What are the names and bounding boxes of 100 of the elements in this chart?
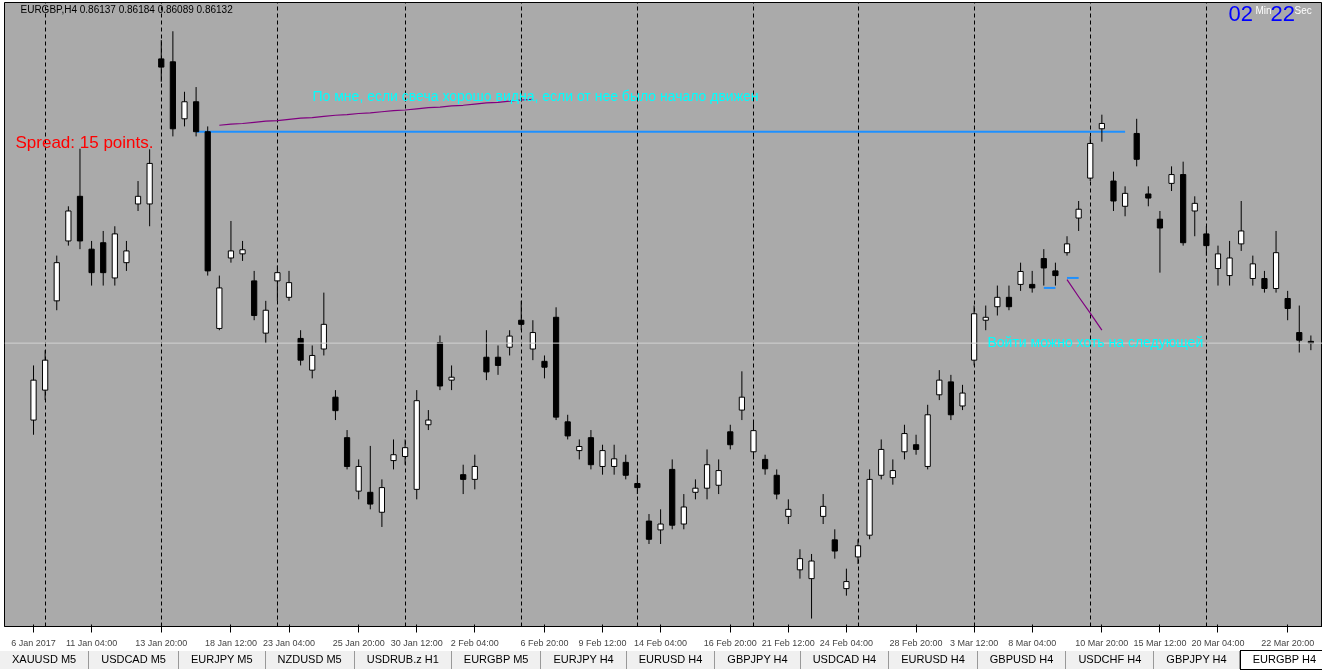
candlestick: [274, 265, 281, 302]
candlestick: [541, 354, 548, 379]
candlestick: [1249, 255, 1256, 287]
x-tick-label: 16 Feb 20:00: [703, 637, 757, 648]
candlestick: [402, 438, 409, 466]
text: EURJPY M5: [178, 651, 266, 669]
candlestick: [483, 329, 490, 381]
candlestick: [158, 39, 165, 83]
text: Sec: [1294, 5, 1312, 17]
candlestick: [297, 329, 304, 366]
candlestick: [285, 270, 293, 302]
candlestick: [1226, 240, 1233, 287]
x-tick-label: 6 Feb 20:00: [520, 637, 569, 648]
x-tick-label: 28 Feb 20:00: [889, 637, 943, 648]
annotation: По мне, если свеча хорошо видна, если от нее было начало движен: [312, 87, 759, 104]
text: EURGBP H4: [1239, 650, 1322, 670]
candlestick: [820, 493, 827, 525]
text: EURUSD H4: [626, 651, 716, 669]
text: USDCAD M5: [89, 651, 179, 669]
candlestick: [1040, 248, 1047, 287]
candlestick: [1063, 235, 1071, 257]
candlestick: [808, 553, 815, 620]
x-tick-label: 9 Feb 12:00: [578, 637, 627, 648]
candlestick: [123, 240, 130, 272]
candlestick: [1005, 285, 1013, 311]
annotation: Войти можно хоть на следующей: [987, 334, 1204, 351]
x-tick-label: 14 Feb 04:00: [634, 637, 688, 648]
candlestick: [1238, 200, 1245, 252]
candlestick: [982, 305, 989, 331]
candlestick: [262, 300, 269, 344]
candlestick: [494, 344, 502, 376]
candlestick: [390, 438, 397, 470]
x-tick-label: 3 Mar 12:00: [950, 637, 999, 648]
candlestick: [912, 434, 920, 456]
candlestick: [1284, 290, 1291, 321]
candlestick: [88, 240, 95, 287]
text: EURGBP M5: [451, 651, 542, 669]
x-tick-label: 6 Jan 2017: [11, 637, 56, 648]
candlestick: [692, 478, 699, 500]
candlestick: [1191, 195, 1198, 237]
candlestick: [901, 424, 908, 460]
candlestick: [1121, 185, 1129, 217]
candlestick: [134, 180, 142, 212]
candlestick: [564, 414, 571, 440]
candlestick: [738, 370, 745, 421]
text: 02: [1228, 1, 1253, 27]
candlestick: [831, 528, 838, 560]
candlestick: [843, 568, 850, 597]
candlestick: [332, 389, 339, 421]
candlestick: [611, 444, 618, 476]
annotation: Spread: 15 points.: [15, 133, 154, 153]
candlestick: [1156, 210, 1164, 274]
x-tick-label: 10 Mar 20:00: [1075, 637, 1129, 648]
candlestick: [1052, 262, 1059, 287]
candlestick: [1168, 165, 1175, 192]
candlestick: [309, 344, 316, 379]
text: USDCAD H4: [800, 651, 890, 669]
candlestick: [1017, 262, 1024, 292]
candlestick: [785, 498, 792, 525]
candlestick: [1214, 245, 1222, 287]
candlestick: [936, 369, 943, 401]
x-tick-label: 15 Mar 12:00: [1133, 637, 1187, 648]
candlestick: [680, 493, 687, 530]
candlestick: [1110, 171, 1117, 212]
text: EURJPY H4: [541, 651, 627, 669]
x-tick-label: 13 Jan 20:00: [135, 637, 188, 648]
candlestick: [1075, 200, 1082, 232]
candlestick: [1098, 114, 1105, 143]
x-tick-label: 21 Feb 12:00: [761, 637, 815, 648]
candlestick: [460, 464, 467, 495]
candlestick: [645, 513, 653, 545]
text: USDRUB.z H1: [354, 651, 452, 669]
x-tick-label: 2 Feb 04:00: [450, 637, 499, 648]
x-tick-label: 18 Jan 12:00: [204, 637, 257, 648]
candlestick: [227, 220, 235, 264]
chart-title: EURGBP,H4 0.86137 0.86184 0.86089 0.86132: [20, 4, 234, 16]
candlestick: [762, 454, 769, 476]
candlestick: [773, 468, 780, 500]
x-tick-label: 11 Jan 04:00: [65, 637, 118, 648]
candlestick: [854, 538, 862, 565]
candlestick: [727, 424, 734, 450]
candlestick: [634, 474, 641, 495]
candlestick: [1261, 270, 1268, 294]
candlestick: [599, 444, 606, 476]
candlestick: [1296, 305, 1303, 354]
text: USDCHF H4: [1066, 651, 1155, 669]
x-tick-label: 22 Mar 20:00: [1261, 637, 1315, 648]
x-tick-label: 8 Mar 04:00: [1008, 637, 1057, 648]
x-tick-label: 24 Feb 04:00: [819, 637, 873, 648]
candlestick: [715, 458, 722, 495]
text: GBPJPY H4: [1154, 651, 1240, 669]
candlestick: [703, 448, 711, 500]
text: GBPJPY H4: [715, 651, 801, 669]
candlestick: [181, 91, 188, 127]
text: GBPUSD H4: [977, 651, 1067, 669]
candlestick: [622, 454, 629, 480]
candlestick: [518, 300, 525, 331]
candlestick: [1145, 185, 1152, 207]
text: 22: [1270, 1, 1295, 27]
x-tick-label: 25 Jan 20:00: [332, 637, 385, 648]
